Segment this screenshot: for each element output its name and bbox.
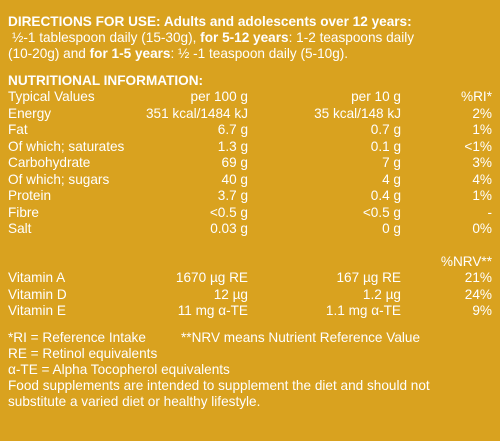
- footnotes: *RI = Reference Intake **NRV means Nutrie…: [8, 330, 492, 410]
- row-per-10g: 0 g: [382, 221, 401, 237]
- row-per-100g: 12 µg: [213, 286, 248, 302]
- row-per-100g: 6.7 g: [217, 122, 248, 138]
- row-label: Of which; sugars: [8, 171, 110, 187]
- row-ri: -: [487, 204, 492, 220]
- header-ri: %RI*: [461, 89, 492, 105]
- directions-line-2-b: for 1-5 years: [89, 46, 171, 62]
- row-per-10g: <0.5 g: [362, 204, 401, 220]
- row-ri: 0%: [472, 221, 492, 237]
- row-label: Carbohydrate: [8, 155, 91, 171]
- nutrition-title: NUTRITIONAL INFORMATION:: [8, 73, 204, 89]
- row-ri: 4%: [472, 171, 492, 187]
- nutrition-table: Typical Values per 100 g per 10 g %RI* E…: [8, 89, 492, 320]
- row-per-10g: 1.2 µg: [362, 286, 401, 302]
- row-per-10g: 167 µg RE: [336, 270, 401, 286]
- row-per-10g: 0.1 g: [370, 138, 401, 154]
- row-per-100g: 0.03 g: [210, 221, 248, 237]
- header-nrv: %NRV**: [440, 253, 492, 269]
- directions-line-1: ½-1 tablespoon daily (15-30g), for 5-12 …: [8, 30, 492, 46]
- directions-title: DIRECTIONS FOR USE: Adults and adolescen…: [8, 14, 412, 29]
- row-label: Of which; saturates: [8, 138, 125, 154]
- directions-line-1-c: : 1-2 teaspoons daily: [288, 30, 415, 46]
- supplement-note-1: Food supplements are intended to supplem…: [8, 377, 430, 393]
- row-nrv: 9%: [472, 303, 492, 319]
- row-per-100g: 1670 µg RE: [175, 270, 248, 286]
- table-row: Vitamin E 11 mg α-TE 1.1 mg α-TE 9%: [8, 303, 492, 320]
- row-label: Energy: [8, 105, 52, 121]
- row-per-100g: <0.5 g: [209, 204, 248, 220]
- table-row: Salt 0.03 g 0 g 0%: [8, 221, 492, 238]
- spacer: [8, 238, 492, 254]
- directions-line-2: (10-20g) and for 1-5 years: ½ -1 teaspoo…: [8, 46, 492, 62]
- row-per-100g: 3.7 g: [217, 188, 248, 204]
- row-per-100g: 40 g: [221, 171, 248, 187]
- row-label: Protein: [8, 188, 52, 204]
- table-row: Of which; saturates 1.3 g 0.1 g <1%: [8, 139, 492, 156]
- row-ri: 3%: [472, 155, 492, 171]
- row-per-10g: 35 kcal/148 kJ: [314, 105, 401, 121]
- row-per-10g: 4 g: [382, 171, 401, 187]
- directions-line-1-a: ½-1 tablespoon daily (15-30g),: [12, 30, 201, 46]
- row-ri: <1%: [464, 138, 492, 154]
- table-row: Carbohydrate 69 g 7 g 3%: [8, 155, 492, 172]
- table-row: Fat 6.7 g 0.7 g 1%: [8, 122, 492, 139]
- row-ri: 2%: [472, 105, 492, 121]
- header-typical-values: Typical Values: [8, 89, 95, 105]
- table-row: Of which; sugars 40 g 4 g 4%: [8, 172, 492, 189]
- footnote-nrv: **NRV means Nutrient Reference Value: [181, 329, 421, 345]
- supplement-note-2: substitute a varied diet or healthy life…: [8, 393, 261, 409]
- table-row: Vitamin D 12 µg 1.2 µg 24%: [8, 287, 492, 304]
- footnote-ri: *RI = Reference Intake: [8, 329, 146, 345]
- row-ri: 1%: [472, 188, 492, 204]
- row-nrv: 21%: [464, 270, 492, 286]
- header-per-10g: per 10 g: [351, 89, 401, 105]
- row-nrv: 24%: [464, 286, 492, 302]
- row-ri: 1%: [472, 122, 492, 138]
- table-row: Fibre <0.5 g <0.5 g -: [8, 205, 492, 222]
- table-row: Vitamin A 1670 µg RE 167 µg RE 21%: [8, 270, 492, 287]
- table-row: Protein 3.7 g 0.4 g 1%: [8, 188, 492, 205]
- row-per-100g: 351 kcal/1484 kJ: [145, 105, 248, 121]
- directions-line-2-c: : ½ -1 teaspoon daily (5-10g).: [170, 46, 349, 62]
- row-per-10g: 0.4 g: [370, 188, 401, 204]
- row-per-10g: 7 g: [382, 155, 401, 171]
- footnote-re: RE = Retinol equivalents: [8, 345, 158, 361]
- row-per-100g: 11 mg α-TE: [177, 303, 248, 319]
- directions-line-1-b: for 5-12 years: [200, 30, 289, 46]
- row-label: Vitamin D: [8, 286, 67, 302]
- row-label: Salt: [8, 221, 32, 237]
- header-per-100g: per 100 g: [190, 89, 248, 105]
- row-label: Fibre: [8, 204, 39, 220]
- row-label: Vitamin E: [8, 303, 66, 319]
- row-per-100g: 1.3 g: [217, 138, 248, 154]
- table-row: Energy 351 kcal/1484 kJ 35 kcal/148 kJ 2…: [8, 106, 492, 123]
- directions-section: DIRECTIONS FOR USE: Adults and adolescen…: [8, 14, 492, 62]
- directions-line-2-a: (10-20g) and: [8, 46, 90, 62]
- row-per-100g: 69 g: [221, 155, 248, 171]
- table-header-row: Typical Values per 100 g per 10 g %RI*: [8, 89, 492, 106]
- footnote-te: α-TE = Alpha Tocopherol equivalents: [8, 361, 230, 377]
- row-label: Vitamin A: [8, 270, 66, 286]
- footnote-ri-nrv: *RI = Reference Intake **NRV means Nutrie…: [8, 330, 492, 346]
- row-per-10g: 1.1 mg α-TE: [325, 303, 401, 319]
- nrv-header-row: %NRV**: [8, 254, 492, 271]
- row-per-10g: 0.7 g: [370, 122, 401, 138]
- row-label: Fat: [8, 122, 28, 138]
